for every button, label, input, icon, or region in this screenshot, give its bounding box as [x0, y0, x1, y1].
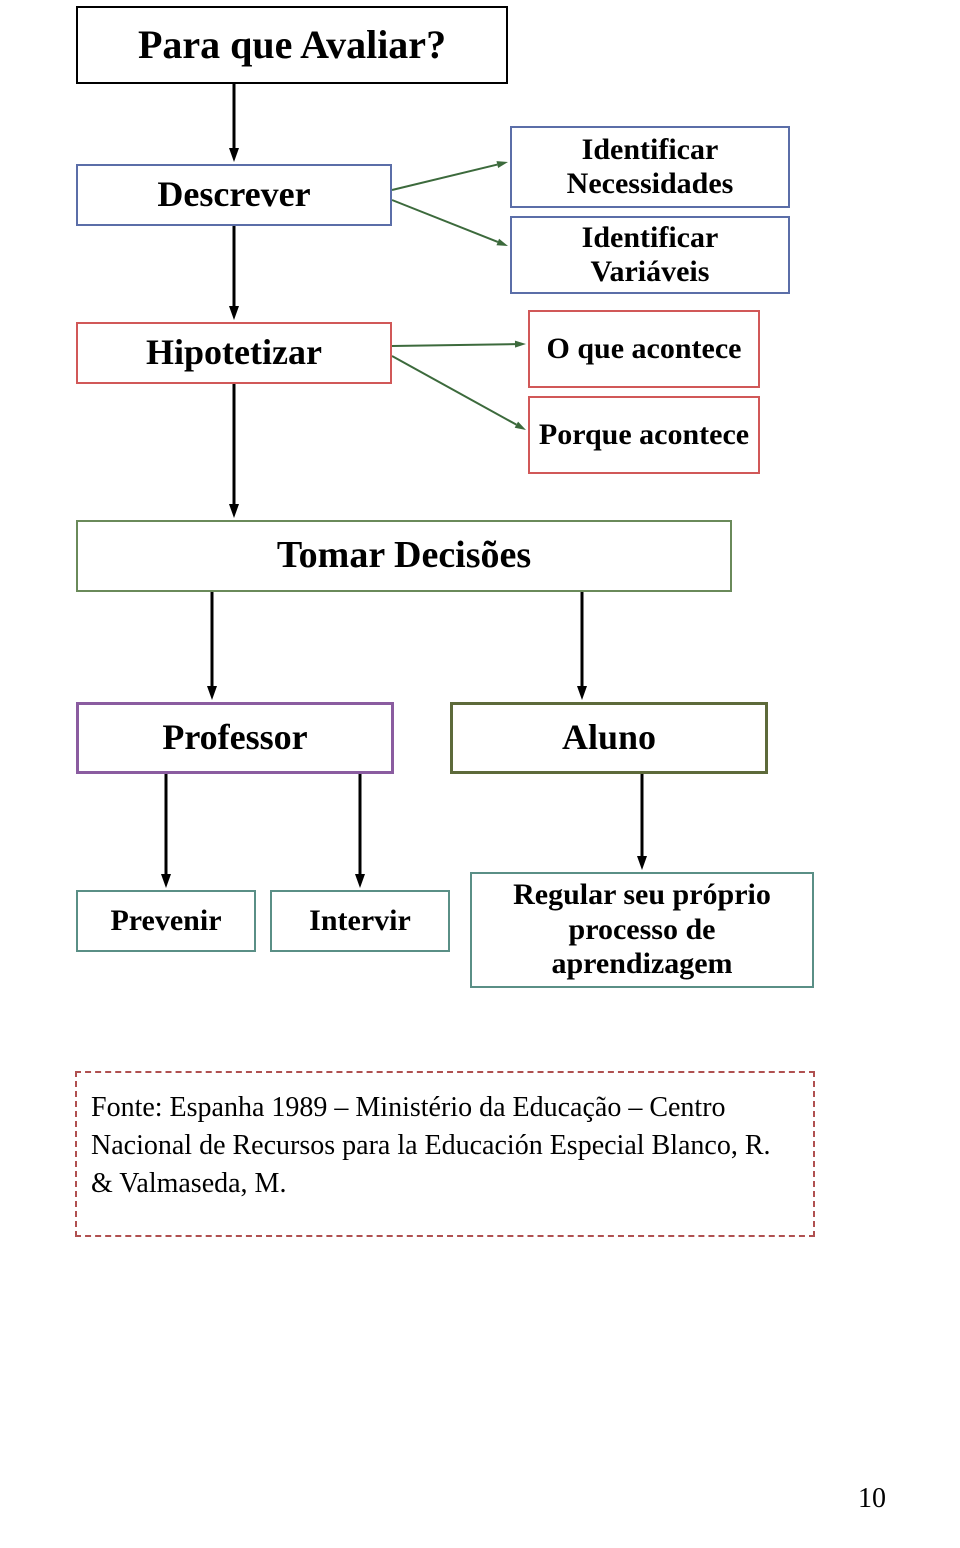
- node-descrever: Descrever: [76, 164, 392, 226]
- node-professor: Professor: [76, 702, 394, 774]
- source-text: Fonte: Espanha 1989 – Ministério da Educ…: [91, 1092, 771, 1199]
- node-intervir: Intervir: [270, 890, 450, 952]
- page: Para que Avaliar? Descrever Hipotetizar …: [0, 0, 960, 1548]
- node-tomar-decisoes: Tomar Decisões: [76, 520, 732, 592]
- professor-text: Professor: [162, 717, 307, 758]
- node-hipotetizar: Hipotetizar: [76, 322, 392, 384]
- node-porque-acontece: Porque acontece: [528, 396, 760, 474]
- node-o-que-acontece: O que acontece: [528, 310, 760, 388]
- o-que-text: O que acontece: [547, 332, 742, 367]
- page-number-text: 10: [858, 1483, 886, 1514]
- node-identificar-variaveis: Identificar Variáveis: [510, 216, 790, 294]
- porque-text: Porque acontece: [539, 418, 749, 453]
- ident-nec-text: Identificar Necessidades: [520, 133, 780, 202]
- node-aluno: Aluno: [450, 702, 768, 774]
- node-regular-processo: Regular seu próprio processo de aprendiz…: [470, 872, 814, 988]
- node-title: Para que Avaliar?: [76, 6, 508, 84]
- regular-text: Regular seu próprio processo de aprendiz…: [480, 878, 804, 982]
- title-text: Para que Avaliar?: [138, 22, 446, 68]
- ident-var-text: Identificar Variáveis: [520, 221, 780, 290]
- prevenir-text: Prevenir: [110, 904, 221, 939]
- node-prevenir: Prevenir: [76, 890, 256, 952]
- page-number: 10: [858, 1483, 886, 1515]
- node-identificar-necessidades: Identificar Necessidades: [510, 126, 790, 208]
- arrow-layer: [0, 0, 960, 1548]
- aluno-text: Aluno: [562, 717, 656, 758]
- hipotetizar-text: Hipotetizar: [146, 332, 322, 373]
- intervir-text: Intervir: [309, 904, 411, 939]
- descrever-text: Descrever: [157, 174, 310, 215]
- decisoes-text: Tomar Decisões: [277, 534, 531, 578]
- source-text-container: Fonte: Espanha 1989 – Ministério da Educ…: [75, 1079, 815, 1212]
